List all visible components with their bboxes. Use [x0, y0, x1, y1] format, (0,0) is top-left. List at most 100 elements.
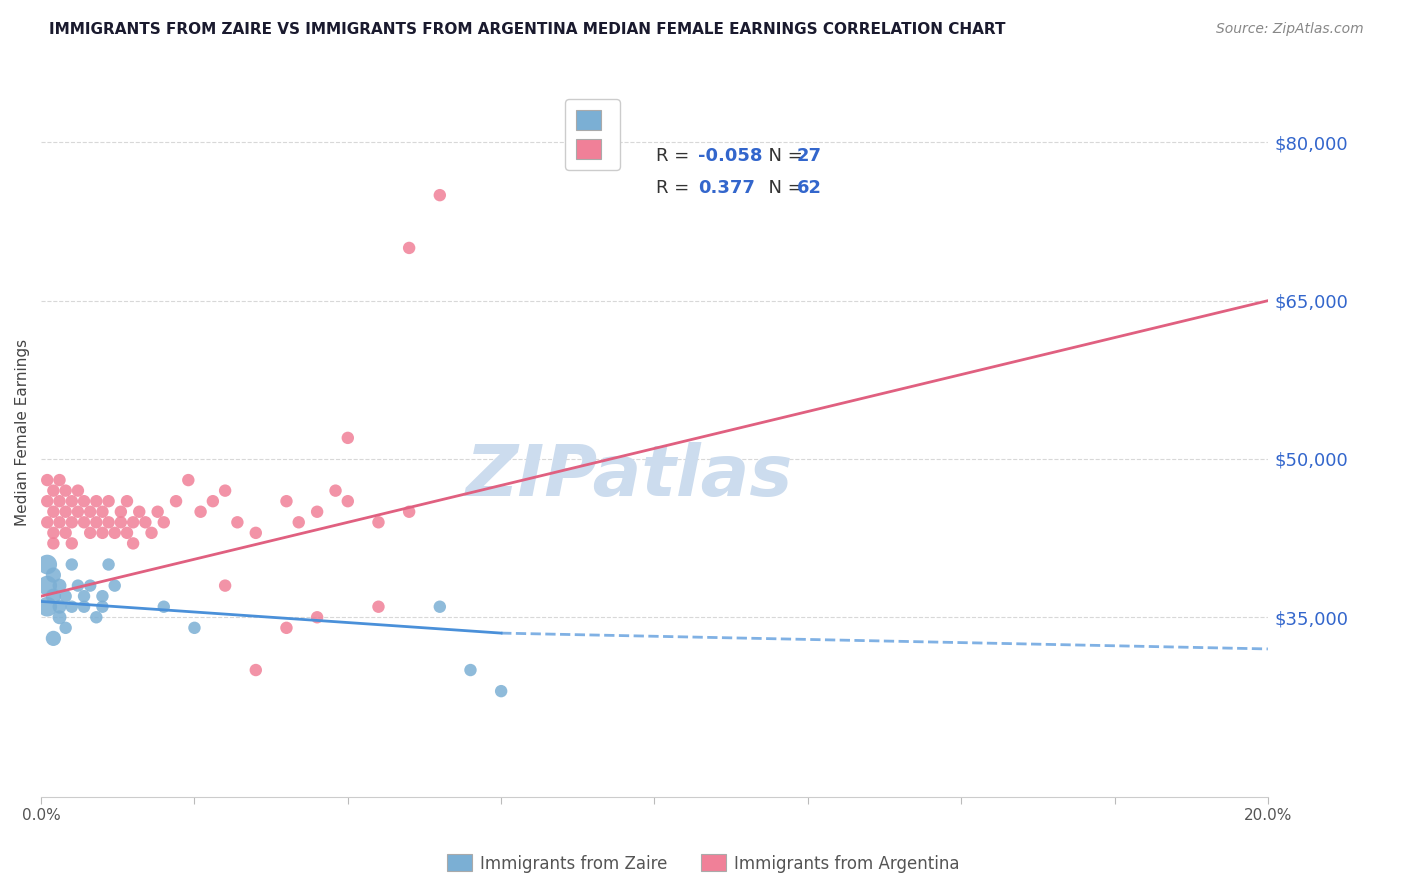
Point [183, 621, 205, 635]
Point [307, 610, 329, 624]
Point [128, 505, 150, 519]
Point [91, 589, 114, 603]
Point [110, 505, 132, 519]
Y-axis label: Median Female Earnings: Median Female Earnings [15, 339, 30, 526]
Point [55, 483, 77, 498]
Point [60, 494, 83, 508]
Point [48, 473, 70, 487]
Point [325, 483, 347, 498]
Point [91, 505, 114, 519]
Point [214, 483, 236, 498]
Point [141, 525, 163, 540]
Point [86, 610, 108, 624]
Text: R =: R = [657, 179, 695, 197]
Point [307, 505, 329, 519]
Point [60, 516, 83, 530]
Text: ZIPatlas: ZIPatlas [467, 442, 793, 511]
Point [226, 516, 249, 530]
Point [214, 579, 236, 593]
Point [60, 558, 83, 572]
Point [48, 579, 70, 593]
Point [122, 516, 145, 530]
Point [42, 505, 65, 519]
Point [115, 525, 138, 540]
Point [367, 516, 389, 530]
Point [42, 536, 65, 550]
Point [42, 589, 65, 603]
Point [460, 663, 482, 677]
Point [398, 505, 420, 519]
Point [429, 188, 451, 202]
Point [86, 494, 108, 508]
Text: N =: N = [758, 179, 808, 197]
Text: 62: 62 [797, 179, 821, 197]
Point [48, 494, 70, 508]
Point [177, 473, 200, 487]
Point [42, 632, 65, 646]
Point [48, 516, 70, 530]
Point [336, 494, 359, 508]
Point [146, 505, 169, 519]
Point [165, 494, 187, 508]
Point [37, 516, 59, 530]
Point [110, 516, 132, 530]
Point [55, 621, 77, 635]
Legend: , : , [565, 99, 620, 169]
Point [66, 505, 89, 519]
Point [79, 525, 101, 540]
Point [287, 516, 309, 530]
Point [73, 589, 96, 603]
Text: IMMIGRANTS FROM ZAIRE VS IMMIGRANTS FROM ARGENTINA MEDIAN FEMALE EARNINGS CORREL: IMMIGRANTS FROM ZAIRE VS IMMIGRANTS FROM… [49, 22, 1005, 37]
Point [134, 516, 156, 530]
Point [367, 599, 389, 614]
Point [489, 684, 512, 698]
Point [429, 599, 451, 614]
Point [48, 610, 70, 624]
Point [37, 579, 59, 593]
Point [398, 241, 420, 255]
Point [37, 599, 59, 614]
Text: 27: 27 [797, 146, 821, 165]
Point [37, 473, 59, 487]
Text: Source: ZipAtlas.com: Source: ZipAtlas.com [1216, 22, 1364, 37]
Point [276, 621, 298, 635]
Point [60, 599, 83, 614]
Point [276, 494, 298, 508]
Point [104, 525, 127, 540]
Point [73, 516, 96, 530]
Point [73, 599, 96, 614]
Point [42, 483, 65, 498]
Point [97, 494, 120, 508]
Point [201, 494, 224, 508]
Point [42, 568, 65, 582]
Point [86, 516, 108, 530]
Point [79, 579, 101, 593]
Point [115, 494, 138, 508]
Point [66, 579, 89, 593]
Point [79, 505, 101, 519]
Point [73, 494, 96, 508]
Point [245, 525, 267, 540]
Point [37, 494, 59, 508]
Text: 0.377: 0.377 [699, 179, 755, 197]
Text: N =: N = [758, 146, 808, 165]
Point [55, 505, 77, 519]
Text: -0.058: -0.058 [699, 146, 762, 165]
Point [55, 589, 77, 603]
Text: R =: R = [657, 146, 695, 165]
Legend: Immigrants from Zaire, Immigrants from Argentina: Immigrants from Zaire, Immigrants from A… [440, 847, 966, 880]
Point [152, 599, 174, 614]
Point [152, 516, 174, 530]
Point [97, 516, 120, 530]
Point [66, 483, 89, 498]
Point [60, 536, 83, 550]
Point [190, 505, 212, 519]
Point [48, 599, 70, 614]
Point [55, 525, 77, 540]
Point [91, 525, 114, 540]
Point [42, 525, 65, 540]
Point [37, 558, 59, 572]
Point [91, 599, 114, 614]
Point [104, 579, 127, 593]
Point [245, 663, 267, 677]
